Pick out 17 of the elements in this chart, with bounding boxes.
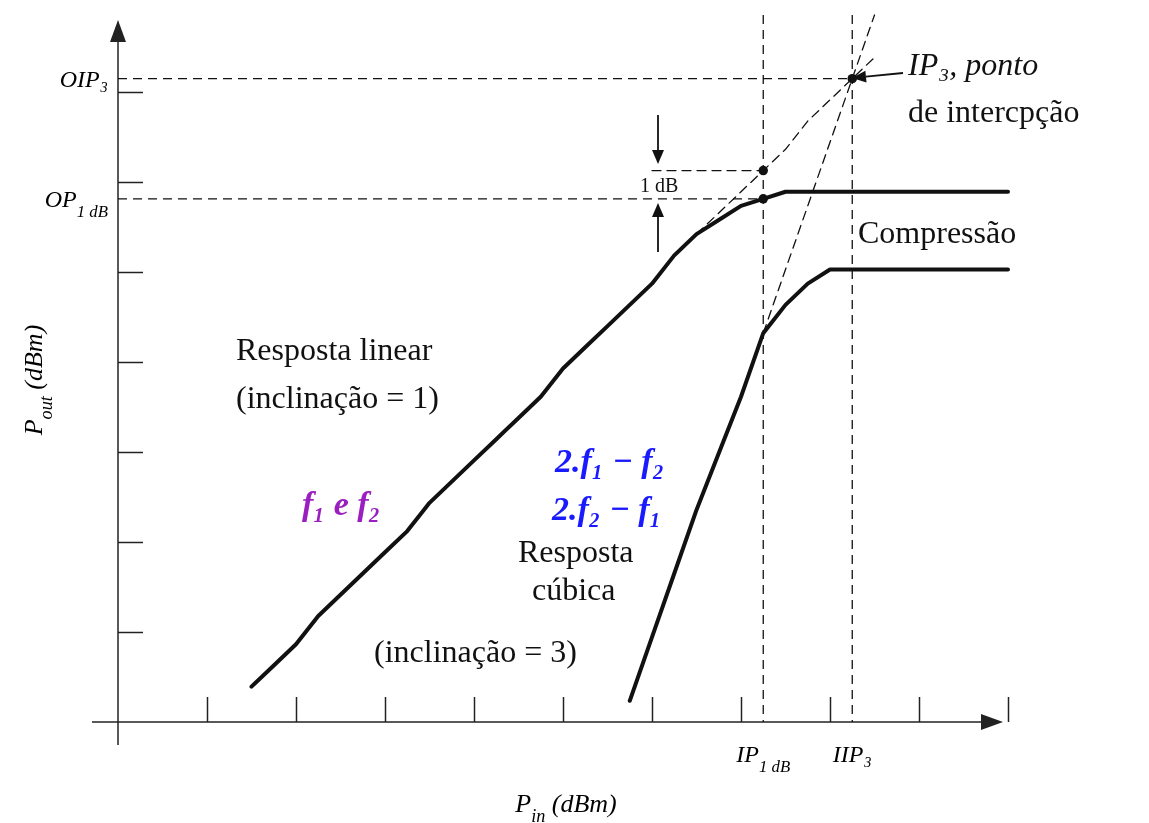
annotation: IP₃, ponto <box>907 46 1039 82</box>
annotation: (inclinação = 3) <box>374 633 577 669</box>
x-tick-label: IP$_{1 dB}$ <box>735 741 791 776</box>
annotation: 1 dB <box>640 174 679 196</box>
annotation: 2.f₁ − f₂ <box>554 442 665 479</box>
annotation: 2.f₂ − f₁ <box>551 490 662 527</box>
annotation: (inclinação = 1) <box>236 379 439 415</box>
annotation: cúbica <box>532 571 616 607</box>
annotation: Resposta linear <box>236 331 433 367</box>
annotation: f₁ e f₂ <box>302 485 381 522</box>
annotation: de intercpção <box>908 93 1080 129</box>
annotation: Resposta <box>518 533 634 569</box>
ref-line-label: OP$_{1 dB}$ <box>44 185 108 221</box>
x-tick-label: IIP₃ <box>831 741 872 767</box>
ref-line-label: OIP₃ <box>59 65 108 92</box>
x-axis-title: P$_{in}$ (dBm) <box>514 789 617 823</box>
annotation: Compressão <box>858 214 1017 250</box>
